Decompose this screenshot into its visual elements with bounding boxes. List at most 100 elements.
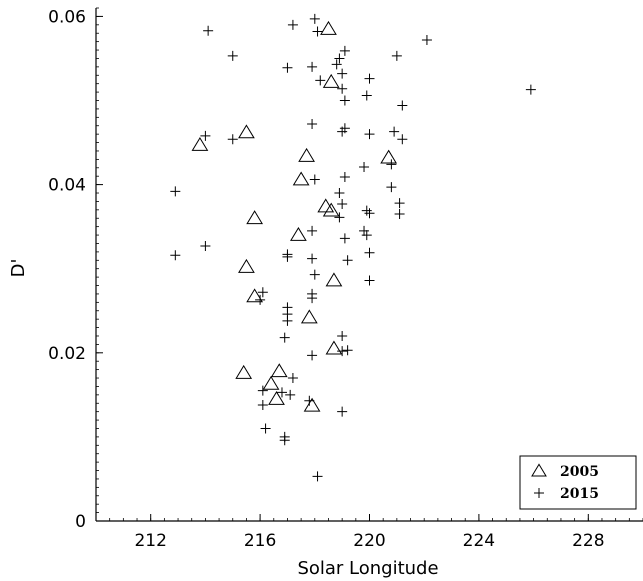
data-point-2005 xyxy=(325,340,343,355)
data-point-2015 xyxy=(279,332,290,343)
x-tick-label: 224 xyxy=(463,531,495,551)
data-point-2005 xyxy=(380,149,398,164)
data-point-2015 xyxy=(331,59,342,70)
data-point-2015 xyxy=(421,34,432,45)
data-point-2015 xyxy=(337,83,348,94)
data-point-2015 xyxy=(309,269,320,280)
data-point-2015 xyxy=(397,134,408,145)
data-point-2015 xyxy=(389,126,400,137)
data-point-2005 xyxy=(246,288,264,303)
data-point-2015 xyxy=(170,250,181,261)
data-point-2005 xyxy=(268,390,285,405)
data-point-2015 xyxy=(285,389,296,400)
legend-label-2015: 2015 xyxy=(560,486,599,502)
legend-label-2005: 2005 xyxy=(560,464,599,480)
data-point-2015 xyxy=(364,129,375,140)
data-point-2015 xyxy=(361,90,372,101)
data-point-2005 xyxy=(303,397,321,412)
data-point-2015 xyxy=(257,385,268,396)
legend-marker-2015 xyxy=(534,488,544,498)
data-point-2015 xyxy=(342,345,353,356)
data-point-2005 xyxy=(270,363,288,378)
data-point-2015 xyxy=(337,68,348,79)
data-point-2015 xyxy=(361,205,372,216)
data-point-2015 xyxy=(339,172,350,183)
data-point-2015 xyxy=(386,182,397,193)
x-tick-label: 220 xyxy=(353,531,385,551)
data-point-2015 xyxy=(394,209,405,220)
data-point-2005 xyxy=(325,272,343,287)
data-point-2015 xyxy=(307,225,318,236)
data-point-2015 xyxy=(312,26,323,37)
data-point-2015 xyxy=(200,240,211,251)
data-point-2015 xyxy=(386,159,397,170)
series-2015 xyxy=(170,13,536,482)
data-point-2015 xyxy=(337,198,348,209)
data-point-2015 xyxy=(287,19,298,30)
data-point-2015 xyxy=(337,330,348,341)
data-point-2015 xyxy=(309,13,320,24)
major-ticks: 212 216 220 224 228 0 0.02 0.04 0.06 xyxy=(48,7,604,551)
data-point-2005 xyxy=(238,124,255,139)
y-tick-label: 0.04 xyxy=(48,176,86,196)
data-point-2015 xyxy=(276,387,287,398)
series-2005 xyxy=(191,20,398,412)
y-axis-title: D' xyxy=(8,259,29,278)
y-tick-label: 0.02 xyxy=(48,344,86,364)
x-tick-label: 228 xyxy=(572,531,604,551)
data-point-2015 xyxy=(307,61,318,72)
data-point-2005 xyxy=(322,73,340,88)
data-point-2015 xyxy=(364,73,375,84)
data-point-2015 xyxy=(525,84,536,95)
data-point-2015 xyxy=(227,50,238,61)
data-point-2015 xyxy=(309,174,320,185)
data-point-2015 xyxy=(334,188,345,199)
data-point-2015 xyxy=(307,293,318,304)
data-point-2005 xyxy=(191,136,209,151)
data-point-2015 xyxy=(337,346,348,357)
legend-marker-2005 xyxy=(531,463,547,477)
data-point-2015 xyxy=(170,186,181,197)
data-point-2015 xyxy=(339,233,350,244)
data-point-2015 xyxy=(359,161,370,172)
data-point-2005 xyxy=(246,210,264,225)
x-tick-label: 212 xyxy=(134,531,166,551)
data-point-2015 xyxy=(364,208,375,219)
data-point-2005 xyxy=(290,226,307,241)
data-point-2015 xyxy=(257,399,268,410)
axes xyxy=(95,8,643,522)
data-point-2015 xyxy=(337,126,348,137)
data-point-2015 xyxy=(397,100,408,111)
data-point-2015 xyxy=(339,45,350,56)
data-point-2015 xyxy=(364,275,375,286)
data-point-2015 xyxy=(307,119,318,130)
data-point-2015 xyxy=(391,50,402,61)
data-point-2015 xyxy=(364,247,375,258)
data-point-2015 xyxy=(342,255,353,266)
data-point-2015 xyxy=(315,75,326,86)
data-point-2015 xyxy=(334,53,345,64)
data-point-2015 xyxy=(307,350,318,361)
data-point-2015 xyxy=(334,212,345,223)
data-point-2015 xyxy=(282,315,293,326)
legend: 2005 2015 xyxy=(519,455,637,510)
data-point-2015 xyxy=(394,198,405,209)
data-point-2015 xyxy=(257,287,268,298)
x-axis-title: Solar Longitude xyxy=(297,558,438,579)
y-tick-label: 0 xyxy=(75,512,86,532)
x-tick-label: 216 xyxy=(244,531,276,551)
data-point-2015 xyxy=(282,62,293,73)
data-point-2005 xyxy=(292,171,310,186)
data-point-2015 xyxy=(260,423,271,434)
data-point-2015 xyxy=(203,25,214,36)
data-point-2005 xyxy=(298,147,315,162)
data-point-2015 xyxy=(337,406,348,417)
data-point-2015 xyxy=(361,230,372,241)
data-point-2015 xyxy=(312,471,323,482)
minor-ticks xyxy=(95,7,643,522)
data-point-2005 xyxy=(238,258,255,273)
data-point-2005 xyxy=(320,20,337,35)
y-tick-label: 0.06 xyxy=(48,7,86,27)
data-point-2015 xyxy=(279,435,290,446)
